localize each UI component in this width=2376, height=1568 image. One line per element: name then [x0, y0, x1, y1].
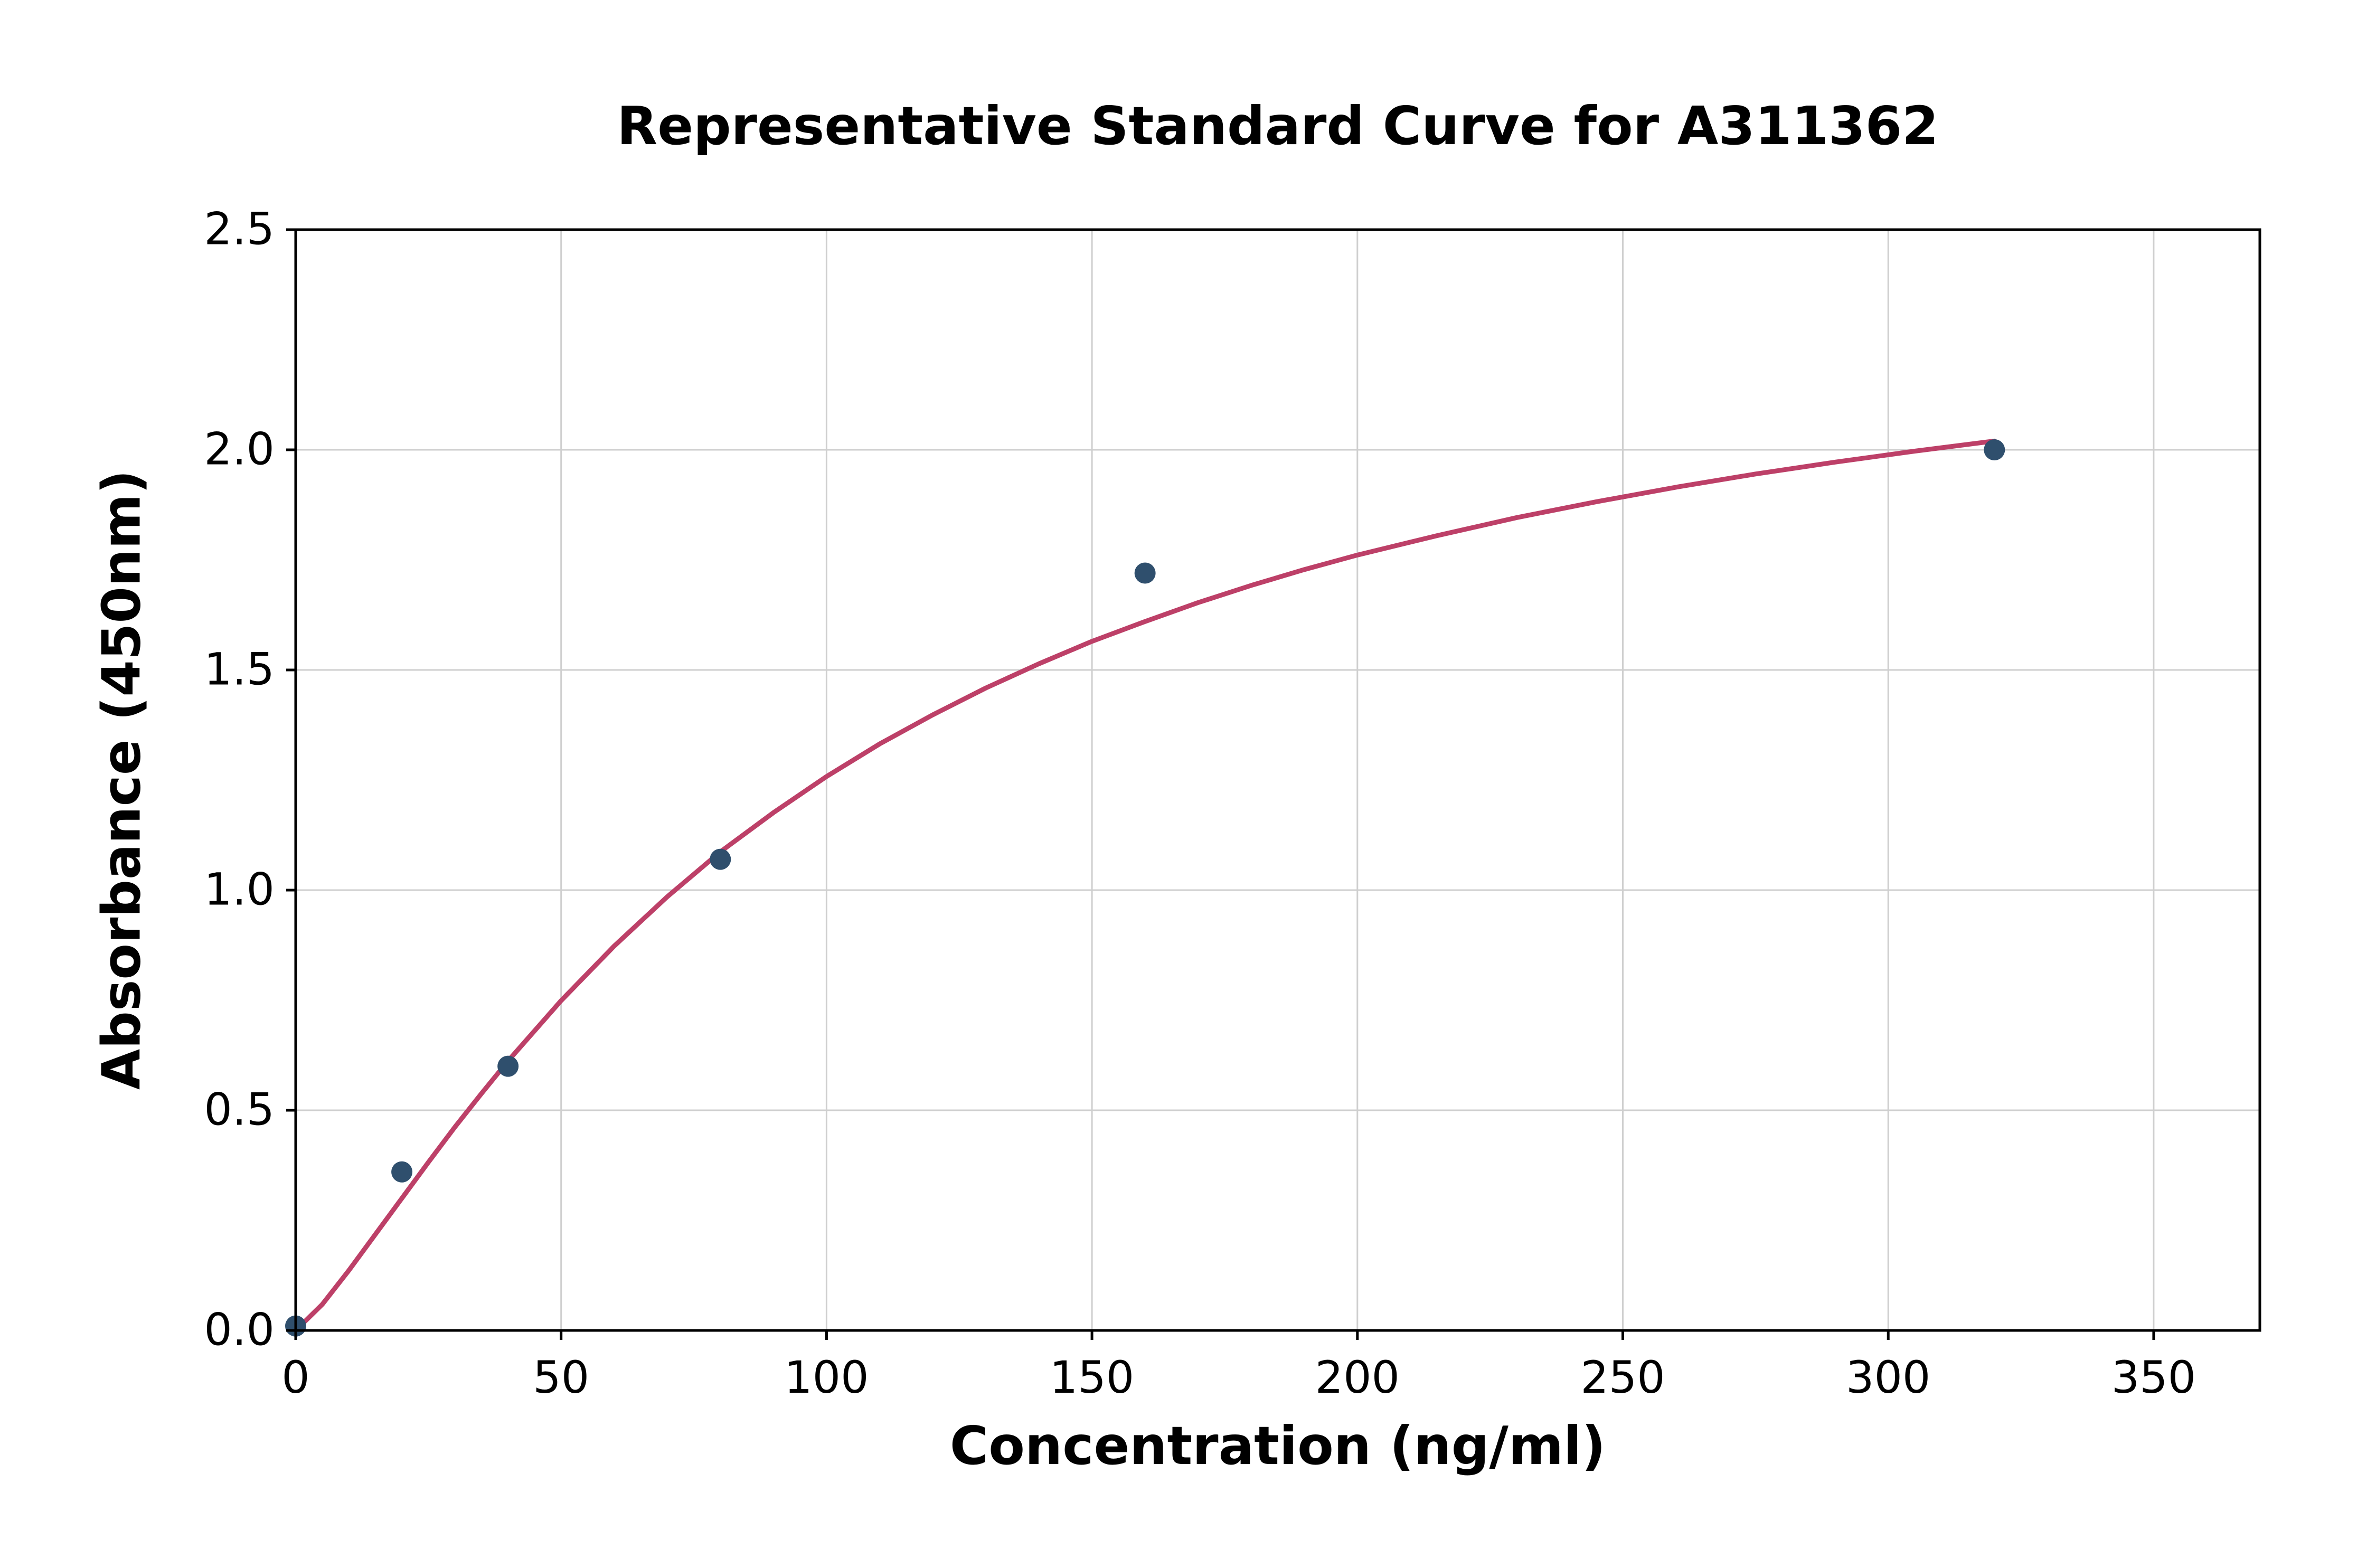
y-tick-label: 0.0 [204, 1304, 275, 1356]
x-tick-label: 100 [784, 1352, 869, 1403]
data-point [1984, 439, 2005, 460]
axes-frame [294, 228, 2261, 1332]
x-tick-label: 150 [1050, 1352, 1134, 1403]
x-tick-label: 300 [1846, 1352, 1930, 1403]
chart-title: Representative Standard Curve for A31136… [617, 95, 1939, 157]
y-tick-label: 1.0 [204, 864, 275, 915]
x-tick-label: 50 [533, 1352, 589, 1403]
y-tick-label: 2.5 [204, 203, 275, 255]
x-tick-label: 250 [1580, 1352, 1665, 1403]
data-point [497, 1055, 519, 1077]
data-point [710, 848, 731, 870]
y-tick-label: 1.5 [204, 644, 275, 695]
x-tick-label: 200 [1315, 1352, 1400, 1403]
x-axis-label: Concentration (ng/ml) [949, 1415, 1606, 1477]
x-tick-label: 350 [2111, 1352, 2196, 1403]
x-tick-label: 0 [281, 1352, 309, 1403]
y-tick-label: 0.5 [204, 1084, 275, 1136]
y-tick-label: 2.0 [204, 423, 275, 475]
fit-curve-line [293, 438, 1997, 1333]
data-point [1134, 562, 1156, 584]
data-point [391, 1161, 413, 1183]
